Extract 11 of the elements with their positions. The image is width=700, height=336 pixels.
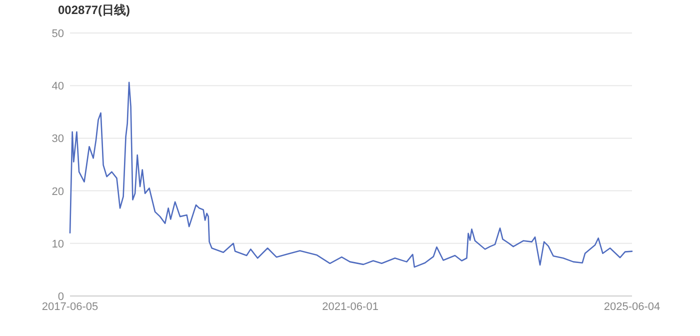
- x-tick-label: 2017-06-05: [42, 301, 98, 313]
- y-tick-label: 50: [52, 28, 64, 40]
- y-tick-label: 30: [52, 133, 64, 146]
- y-tick-label: 0: [58, 291, 64, 303]
- line-series: [69, 82, 633, 268]
- y-tick-label: 20: [52, 186, 64, 198]
- y-tick-label: 40: [52, 80, 64, 93]
- x-tick-label: 2025-06-04: [604, 301, 660, 313]
- chart-title: 002877(日线): [58, 3, 130, 17]
- x-tick-label: 2021-06-01: [322, 301, 378, 313]
- y-tick-label: 10: [52, 238, 64, 250]
